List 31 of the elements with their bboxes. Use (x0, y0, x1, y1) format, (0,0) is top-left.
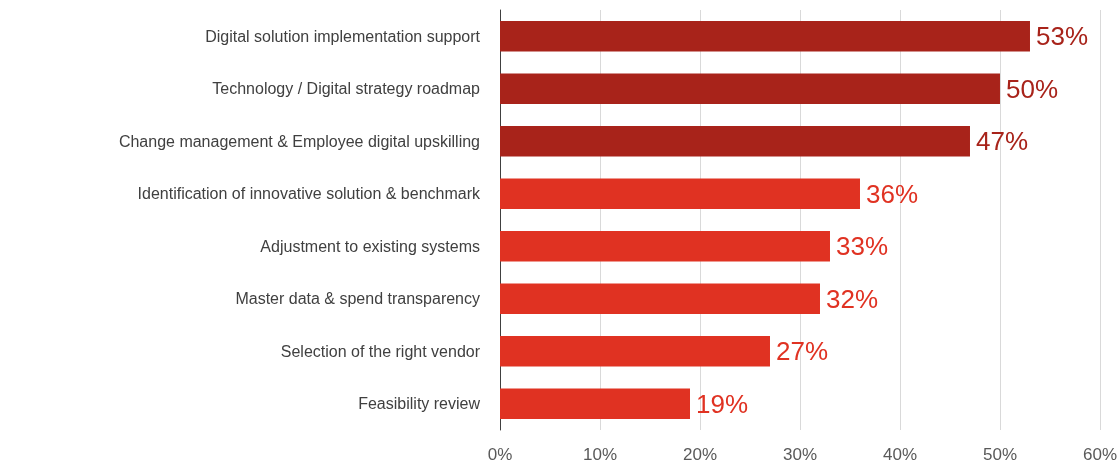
x-tick-label: 30% (782, 445, 818, 464)
x-tick-label: 50% (982, 445, 1018, 464)
bar (500, 73, 1000, 104)
y-tick-label: Digital solution implementation support (205, 27, 481, 45)
y-tick-label: Technology / Digital strategy roadmap (212, 80, 481, 98)
bar (500, 21, 1030, 52)
data-label: 19% (696, 388, 749, 419)
x-tick-label: 10% (582, 445, 618, 464)
data-label: 32% (825, 283, 879, 314)
x-tick-label: 40% (882, 445, 918, 464)
bar (500, 336, 770, 367)
y-tick-label: Identification of innovative solution & benchmark (137, 185, 481, 203)
y-tick-label: Change management & Employee digital upskilling (118, 132, 480, 150)
data-label: 50% (1005, 73, 1059, 104)
y-tick-label: Feasibility review (358, 395, 481, 413)
y-tick-label: Adjustment to existing systems (260, 237, 480, 255)
x-tick-label: 0% (487, 445, 513, 464)
bar (500, 388, 690, 419)
bar (500, 126, 970, 157)
data-label: 53% (1035, 21, 1089, 52)
data-label: 36% (865, 178, 919, 209)
x-tick-label: 20% (682, 445, 718, 464)
y-tick-label: Master data & spend transparency (235, 290, 480, 308)
data-label: 27% (775, 336, 829, 367)
bar (500, 178, 860, 209)
y-tick-label: Selection of the right vendor (280, 342, 481, 360)
data-label: 47% (975, 126, 1029, 157)
x-tick-label: 60% (1082, 445, 1117, 464)
data-label: 33% (835, 231, 889, 262)
bar (500, 283, 820, 314)
bar (500, 231, 830, 262)
